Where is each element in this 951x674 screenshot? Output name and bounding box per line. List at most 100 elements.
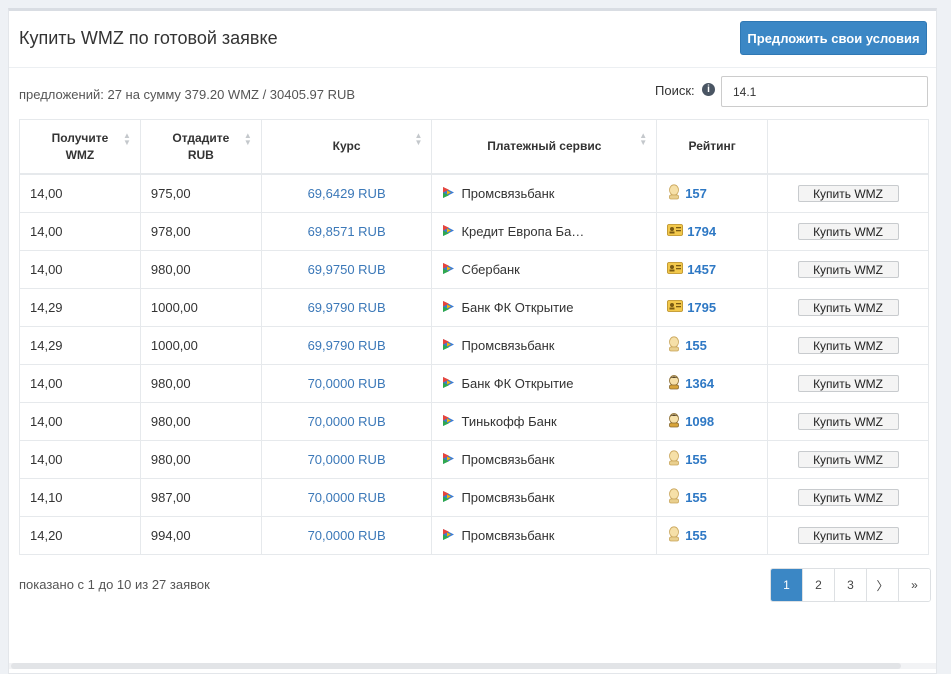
cell-rate: 70,0000 RUB	[260, 478, 433, 517]
sort-icon: ▲ ▼	[243, 131, 252, 147]
cell-action: Купить WMZ	[767, 288, 929, 327]
cell-service: Промсвязьбанк	[431, 440, 658, 479]
sort-icon: ▲ ▼	[414, 131, 423, 147]
buy-wmz-button[interactable]: Купить WMZ	[797, 223, 899, 240]
cell-action: Купить WMZ	[767, 402, 929, 441]
cell-rate: 70,0000 RUB	[260, 516, 433, 555]
last-page-button[interactable]: »	[898, 569, 930, 601]
rate-value: 69,9790 RUB	[307, 300, 386, 315]
cell-receive: 14,00	[19, 364, 141, 403]
rate-value: 70,0000 RUB	[307, 490, 386, 505]
rate-value: 70,0000 RUB	[307, 452, 386, 467]
column-header-service[interactable]: Платежный сервис ▲ ▼	[431, 119, 658, 175]
rating-link[interactable]: 155	[685, 490, 707, 505]
buy-wmz-button[interactable]: Купить WMZ	[797, 261, 899, 278]
horizontal-scrollbar[interactable]	[9, 663, 936, 669]
buy-wmz-button[interactable]: Купить WMZ	[797, 489, 899, 506]
table-row: 14,00 978,00 69,8571 RUB Кредит Европа Ба… 1…	[19, 212, 929, 251]
rating-link[interactable]: 1098	[685, 414, 715, 429]
table-header-row: Получите WMZ ▲ ▼ Отдадите RUB ▲ ▼ Курс ▲ ▼ …	[19, 119, 929, 175]
column-header-action	[767, 119, 929, 175]
header-receive-line1: Получите	[51, 130, 109, 145]
cell-action: Купить WMZ	[767, 250, 929, 289]
page-1-button[interactable]: 1	[771, 569, 802, 601]
cell-service: Промсвязьбанк	[431, 516, 658, 555]
buy-wmz-button[interactable]: Купить WMZ	[797, 185, 899, 202]
cell-rate: 69,8571 RUB	[260, 212, 433, 251]
cell-rate: 69,9790 RUB	[260, 288, 433, 327]
cell-service: Промсвязьбанк	[431, 173, 658, 213]
rate-value: 70,0000 RUB	[307, 528, 386, 543]
buy-wmz-button[interactable]: Купить WMZ	[797, 413, 899, 430]
cell-rate: 69,9790 RUB	[260, 326, 433, 365]
cell-service: Тинькофф Банк	[431, 402, 658, 441]
offer-terms-button[interactable]: Предложить свои условия	[740, 21, 927, 55]
payment-service-icon	[442, 186, 455, 202]
rating-link[interactable]: 155	[685, 452, 707, 467]
column-header-rating[interactable]: Рейтинг	[656, 119, 769, 175]
rating-link[interactable]: 1795	[687, 300, 717, 315]
payment-service-name: Банк ФК Открытие	[461, 300, 574, 315]
cell-rating: 155	[656, 478, 769, 517]
page-2-button[interactable]: 2	[802, 569, 834, 601]
column-header-give[interactable]: Отдадите RUB ▲ ▼	[139, 119, 262, 175]
header-rate-label: Курс	[332, 139, 361, 153]
scrollbar-thumb[interactable]	[11, 663, 901, 669]
cell-rate: 70,0000 RUB	[260, 440, 433, 479]
page-3-button[interactable]: 3	[834, 569, 866, 601]
cell-rate: 70,0000 RUB	[260, 364, 433, 403]
cell-rating: 155	[656, 516, 769, 555]
pagination-info: показано с 1 до 10 из 27 заявок	[19, 577, 210, 592]
rating-link[interactable]: 157	[685, 186, 707, 201]
rating-link[interactable]: 1457	[687, 262, 717, 277]
cell-rating: 155	[656, 326, 769, 365]
header-receive-line2: WMZ	[65, 147, 95, 162]
rating-link[interactable]: 1794	[687, 224, 717, 239]
info-icon[interactable]: i	[702, 83, 715, 96]
rate-value: 69,9750 RUB	[307, 262, 386, 277]
cell-give: 980,00	[139, 364, 262, 403]
cell-service: Промсвязьбанк	[431, 326, 658, 365]
table-row: 14,00 980,00 69,9750 RUB Сбербанк 1457 Купить…	[19, 250, 929, 289]
cell-receive: 14,20	[19, 516, 141, 555]
cell-rating: 1364	[656, 364, 769, 403]
cell-rating: 1794	[656, 212, 769, 251]
cell-receive: 14,00	[19, 402, 141, 441]
buy-wmz-button[interactable]: Купить WMZ	[797, 451, 899, 468]
rating-link[interactable]: 155	[685, 528, 707, 543]
rating-badge-icon	[667, 262, 684, 277]
search-input[interactable]	[721, 76, 928, 107]
table-row: 14,29 1000,00 69,9790 RUB Банк ФК Открытие 1…	[19, 288, 929, 327]
payment-service-name: Промсвязьбанк	[461, 186, 555, 201]
cell-give: 1000,00	[139, 326, 262, 365]
cell-rating: 1457	[656, 250, 769, 289]
cell-give: 987,00	[139, 478, 262, 517]
column-header-rate[interactable]: Курс ▲ ▼	[260, 119, 433, 175]
rating-badge-icon	[667, 336, 681, 355]
header-rating-label: Рейтинг	[688, 139, 736, 153]
cell-give: 978,00	[139, 212, 262, 251]
buy-wmz-button[interactable]: Купить WMZ	[797, 299, 899, 316]
cell-action: Купить WMZ	[767, 173, 929, 213]
payment-service-name: Кредит Европа Ба…	[461, 224, 585, 239]
buy-wmz-button[interactable]: Купить WMZ	[797, 527, 899, 544]
table-row: 14,00 975,00 69,6429 RUB Промсвязьбанк 157 Ку…	[19, 173, 929, 213]
buy-wmz-button[interactable]: Купить WMZ	[797, 337, 899, 354]
cell-action: Купить WMZ	[767, 478, 929, 517]
rating-badge-icon	[667, 300, 684, 315]
next-page-button[interactable]: 〉	[866, 569, 898, 601]
cell-rating: 1098	[656, 402, 769, 441]
rating-link[interactable]: 155	[685, 338, 707, 353]
cell-rate: 69,9750 RUB	[260, 250, 433, 289]
column-header-receive[interactable]: Получите WMZ ▲ ▼	[19, 119, 141, 175]
offers-table: Получите WMZ ▲ ▼ Отдадите RUB ▲ ▼ Курс ▲ ▼ …	[19, 119, 929, 555]
panel-header: Купить WMZ по готовой заявке Предложить …	[9, 11, 936, 68]
rating-link[interactable]: 1364	[685, 376, 715, 391]
payment-service-name: Сбербанк	[461, 262, 520, 277]
pagination: 1 2 3 〉 »	[770, 568, 931, 602]
cell-service: Промсвязьбанк	[431, 478, 658, 517]
cell-rating: 155	[656, 440, 769, 479]
payment-service-name: Промсвязьбанк	[461, 338, 555, 353]
buy-wmz-button[interactable]: Купить WMZ	[797, 375, 899, 392]
cell-action: Купить WMZ	[767, 440, 929, 479]
